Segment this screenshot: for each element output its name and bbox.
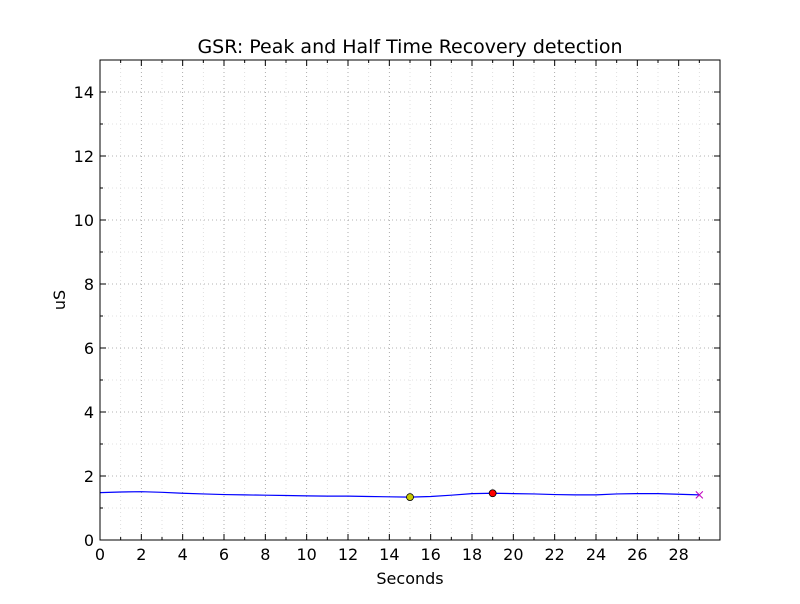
y-tick-label: 8 <box>84 275 94 294</box>
y-tick-label: 2 <box>84 467 94 486</box>
x-tick-label: 0 <box>95 545 105 564</box>
x-tick-label: 18 <box>462 545 482 564</box>
x-tick-label: 4 <box>178 545 188 564</box>
y-tick-label: 0 <box>84 531 94 550</box>
y-tick-label: 14 <box>74 83 94 102</box>
x-tick-label: 26 <box>627 545 647 564</box>
y-tick-label: 4 <box>84 403 94 422</box>
chart-title: GSR: Peak and Half Time Recovery detecti… <box>197 36 622 58</box>
half-recovery-marker <box>695 491 704 499</box>
gsr-series-line <box>99 491 700 498</box>
y-tick-label: 6 <box>84 339 94 358</box>
x-tick-label: 6 <box>219 545 229 564</box>
series-layer <box>99 491 700 498</box>
x-tick-label: 14 <box>379 545 399 564</box>
x-tick-label: 24 <box>586 545 606 564</box>
x-tick-label: 10 <box>296 545 316 564</box>
y-tick-label: 10 <box>74 211 94 230</box>
peak-marker <box>488 489 497 498</box>
marker-layer <box>406 489 704 502</box>
x-tick-label: 12 <box>338 545 358 564</box>
x-tick-label: 28 <box>668 545 688 564</box>
x-tick-label: 20 <box>503 545 523 564</box>
x-tick-label: 2 <box>136 545 146 564</box>
x-tick-label: 8 <box>260 545 270 564</box>
onset-marker <box>406 493 414 502</box>
x-tick-label: 22 <box>544 545 564 564</box>
x-axis-label: Seconds <box>376 569 443 588</box>
y-axis-label: uS <box>50 290 69 310</box>
grid <box>100 60 720 540</box>
x-tick-label: 16 <box>420 545 440 564</box>
y-tick-label: 12 <box>74 147 94 166</box>
